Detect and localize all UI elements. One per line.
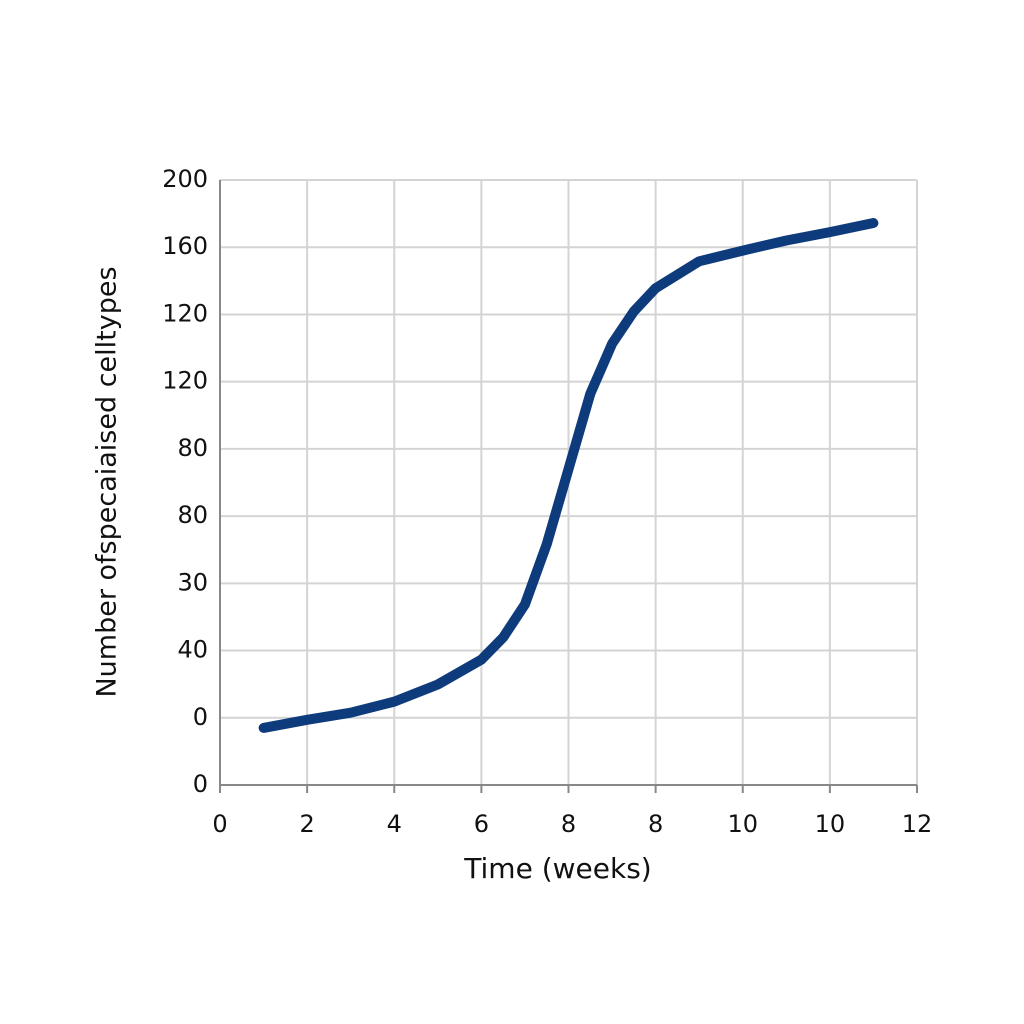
y-axis-title: Number ofspecaiaised celltypes — [92, 266, 123, 697]
y-tick-label: 160 — [162, 232, 208, 260]
y-tick-label: 200 — [162, 165, 208, 193]
x-axis-title: Time (weeks) — [463, 852, 651, 885]
data-line — [258, 218, 879, 733]
y-tick-label: 120 — [162, 299, 208, 327]
y-tick-label: 80 — [177, 434, 208, 462]
y-tick-label: 80 — [177, 501, 208, 529]
y-tick-label: 0 — [193, 770, 208, 798]
x-tick-label: 8 — [648, 810, 663, 838]
x-tick-label: 4 — [387, 810, 402, 838]
y-tick-label: 120 — [162, 367, 208, 395]
x-tick-label: 8 — [561, 810, 576, 838]
x-tick-label: 12 — [902, 810, 933, 838]
y-tick-label: 40 — [177, 636, 208, 664]
x-tick-label: 10 — [815, 810, 846, 838]
x-tick-label: 2 — [299, 810, 314, 838]
x-tick-label: 0 — [212, 810, 227, 838]
x-tick-label: 6 — [474, 810, 489, 838]
y-tick-label: 0 — [193, 703, 208, 731]
y-tick-label: 30 — [177, 568, 208, 596]
x-tick-label: 10 — [727, 810, 758, 838]
